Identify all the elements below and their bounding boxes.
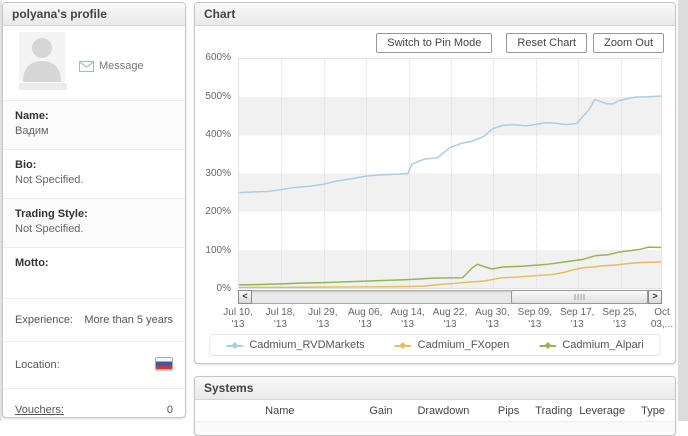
x-axis-tick-label: Aug 22, '13 (432, 307, 468, 330)
x-axis-tick-label: Sep 25, '13 (602, 307, 637, 330)
vouchers-count: 0 (166, 404, 173, 416)
field-value: Not Specified. (15, 223, 84, 235)
profile-row-vouchers: Vouchers: 0 (3, 388, 185, 431)
vertical-gridline (323, 59, 325, 288)
series-line-Cadmium_Alpari (239, 246, 661, 286)
x-axis-tick-label: Jul 29, '13 (308, 307, 338, 330)
chart-legend: Cadmium_RVDMarkets Cadmium_FXopen Cadmium_… (209, 334, 661, 356)
chart-panel-title: Chart (195, 3, 675, 26)
vertical-gridline (493, 59, 495, 288)
experience-value: More than 5 years (84, 314, 173, 326)
message-label: Message (99, 60, 144, 72)
column-header-name[interactable]: Name (265, 404, 295, 417)
page: { "sidebar": { "title": "polyana's profi… (0, 0, 688, 421)
column-header-type[interactable]: Type (641, 404, 665, 417)
field-label: Motto: (15, 257, 49, 269)
systems-panel: Systems Name Gain Drawdown Pips Trading … (194, 376, 676, 436)
page-right-edge (678, 0, 688, 421)
legend-label: Cadmium_Alpari (562, 339, 644, 351)
x-axis-tick-label: Aug 14, '13 (390, 307, 425, 330)
reset-chart-button[interactable]: Reset Chart (506, 33, 588, 53)
envelope-icon (79, 60, 94, 72)
page-left-edge (0, 0, 2, 421)
legend-item-Cadmium_RVDMarkets[interactable]: Cadmium_RVDMarkets (226, 339, 365, 351)
y-axis-tick-label: 100% (205, 244, 231, 256)
y-axis-tick-label: 200% (205, 206, 231, 217)
field-value: Not Specified. (15, 174, 84, 186)
y-axis-tick-label: 300% (205, 167, 231, 179)
x-axis-tick-label: Aug 06, '13 (347, 307, 383, 330)
scrollbar-thumb[interactable] (511, 290, 648, 304)
avatar (19, 32, 65, 82)
scroll-left-button[interactable]: < (238, 290, 252, 304)
profile-row-location: Location: (3, 341, 185, 388)
avatar-section: Message (3, 26, 185, 100)
vertical-gridline (535, 59, 537, 288)
profile-field-trading-style: Trading Style: Not Specified. (3, 198, 185, 247)
field-label: Name: (15, 110, 49, 122)
column-header-leverage[interactable]: Leverage (579, 404, 626, 417)
location-value (155, 357, 173, 373)
x-axis-tick-label: Sep 17, '13 (559, 307, 595, 330)
field-label: Trading Style: (15, 208, 88, 220)
vertical-gridline (578, 59, 580, 288)
legend-marker-icon (226, 341, 244, 349)
chart-plot[interactable] (238, 58, 662, 289)
avatar-name-bar (19, 83, 67, 90)
vertical-gridline (408, 59, 410, 288)
field-value: Вадим (15, 125, 49, 137)
column-header-trading[interactable]: Trading (535, 404, 573, 417)
vouchers-link[interactable]: Vouchers: (15, 404, 64, 416)
legend-marker-icon (394, 341, 412, 349)
person-silhouette-icon (23, 38, 61, 82)
chart-horizontal-scrollbar[interactable]: < > (238, 290, 662, 304)
scroll-right-button[interactable]: > (648, 290, 662, 304)
series-line-Cadmium_FXopen (239, 261, 661, 288)
vertical-gridline (281, 59, 283, 288)
chart-toolbar: Switch to Pin Mode Reset Chart Zoom Out (376, 33, 664, 53)
row-label: Experience: (15, 314, 74, 326)
row-label: Location: (15, 359, 60, 371)
y-axis-tick-label: 500% (205, 90, 231, 102)
x-axis-tick-label: Sep 09, '13 (517, 307, 553, 330)
chart-panel: Chart Switch to Pin Mode Reset Chart Zoo… (194, 2, 676, 364)
switch-to-pin-mode-button[interactable]: Switch to Pin Mode (376, 33, 493, 53)
profile-field-name: Name: Вадим (3, 100, 185, 149)
y-axis-tick-label: 600% (205, 52, 231, 63)
x-axis-tick-label: Jul 10, '13 (223, 307, 253, 330)
x-axis-tick-label: Oct 03,... (650, 307, 674, 330)
systems-panel-title: Systems (195, 377, 675, 400)
legend-item-Cadmium_FXopen[interactable]: Cadmium_FXopen (394, 339, 510, 351)
column-header-drawdown[interactable]: Drawdown (417, 404, 470, 417)
flag-russia-icon (155, 357, 173, 370)
field-label: Bio: (15, 159, 37, 171)
zoom-out-button[interactable]: Zoom Out (593, 33, 664, 53)
legend-item-Cadmium_Alpari[interactable]: Cadmium_Alpari (539, 339, 644, 351)
profile-panel-title: polyana's profile (3, 3, 185, 26)
profile-row-experience: Experience: More than 5 years (3, 298, 185, 341)
profile-field-bio: Bio: Not Specified. (3, 149, 185, 198)
systems-empty-row (195, 422, 675, 432)
y-axis-tick-label: 0% (216, 283, 231, 294)
systems-table-header: Name Gain Drawdown Pips Trading Leverage… (195, 400, 675, 422)
y-axis-tick-label: 400% (205, 129, 231, 140)
column-header-pips[interactable]: Pips (497, 404, 520, 417)
vertical-gridline (620, 59, 622, 288)
profile-field-motto: Motto: (3, 247, 185, 298)
legend-label: Cadmium_RVDMarkets (249, 339, 365, 351)
x-axis-labels: Jul 10, '13 Jul 18, '13 Jul 29, '13 Aug 06, '13… (223, 307, 673, 333)
column-header-gain[interactable]: Gain (369, 404, 393, 417)
profile-panel: polyana's profile Message Name: Вадим Bi… (2, 2, 186, 418)
legend-marker-icon (539, 341, 557, 349)
chart-series-svg (239, 95, 661, 288)
x-axis-tick-label: Jul 18, '13 (265, 307, 296, 330)
vertical-gridline (451, 59, 452, 288)
message-link[interactable]: Message (79, 60, 144, 72)
x-axis-tick-label: Aug 30, '13 (475, 307, 510, 330)
legend-label: Cadmium_FXopen (417, 339, 510, 351)
vertical-gridline (366, 59, 368, 288)
series-line-Cadmium_RVDMarkets (239, 95, 661, 194)
